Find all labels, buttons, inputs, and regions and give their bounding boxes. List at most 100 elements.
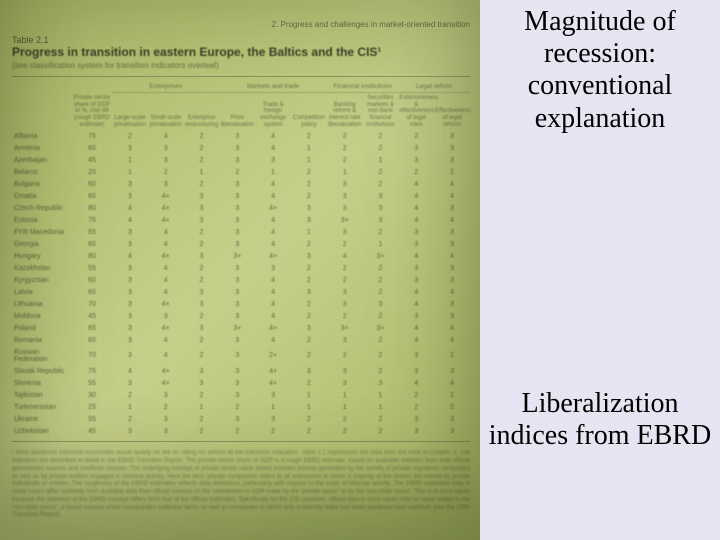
value-cell: 2 [219,401,255,413]
value-cell: 4+ [255,365,291,377]
country-cell: Hungary [12,250,72,262]
value-cell: 55 [72,226,112,238]
value-cell: 3 [434,298,470,310]
value-cell: 2 [363,346,399,365]
country-cell: Ukraine [12,413,72,425]
value-cell: 2 [112,389,148,401]
col-group: Enterprises [112,81,219,93]
table-number: Table 2.1 [12,35,470,45]
value-cell: 3 [184,322,220,334]
value-cell: 3 [363,190,399,202]
value-cell: 1 [363,154,399,166]
table-subtitle: (see classification system for transitio… [12,61,470,70]
value-cell: 3 [398,226,434,238]
value-cell: 4 [434,286,470,298]
value-cell: 3 [184,202,220,214]
country-cell: Kazakhstan [12,262,72,274]
value-cell: 4 [112,202,148,214]
value-cell: 2 [327,425,363,437]
slide-background: 2. Progress and challenges in market-ori… [0,0,720,540]
table-row: Hungary8044+33+4+343+44 [12,250,470,262]
value-cell: 2 [291,346,327,365]
value-cell: 3 [363,214,399,226]
value-cell: 3 [112,262,148,274]
col-header: Enterprise restructuring [184,93,220,130]
value-cell: 3 [219,310,255,322]
table-row: Russian Federation7034232+22232 [12,346,470,365]
heading-bottom: Liberalization indices from EBRD [485,388,715,452]
value-cell: 30 [72,389,112,401]
value-cell: 3 [148,178,184,190]
value-cell: 3 [255,262,291,274]
value-cell: 2 [434,346,470,365]
value-cell: 3+ [219,250,255,262]
value-cell: 2 [291,377,327,389]
table-row: Czech Republic8044+334+33343 [12,202,470,214]
value-cell: 3 [112,142,148,154]
value-cell: 2 [291,413,327,425]
value-cell: 80 [72,250,112,262]
value-cell: 2 [184,262,220,274]
value-cell: 4 [398,190,434,202]
value-cell: 3 [112,310,148,322]
value-cell: 75 [72,365,112,377]
value-cell: 2 [184,334,220,346]
value-cell: 4 [112,214,148,226]
value-cell: 2 [184,178,220,190]
value-cell: 4 [255,298,291,310]
value-cell: 4+ [148,214,184,226]
value-cell: 3 [291,365,327,377]
value-cell: 2 [291,130,327,142]
col-header: Competition policy [291,93,327,130]
value-cell: 3 [148,310,184,322]
value-cell: 4+ [148,322,184,334]
value-cell: 1 [363,238,399,250]
value-cell: 2+ [255,346,291,365]
value-cell: 4 [398,178,434,190]
col-header: Trade & foreign exchange system [255,93,291,130]
table-row: Uzbekistan453322222233 [12,425,470,437]
value-cell: 3 [184,377,220,389]
country-cell: Uzbekistan [12,425,72,437]
value-cell: 1 [112,166,148,178]
value-cell: 2 [363,130,399,142]
col-header: Securities markets & non-bank financial … [363,93,399,130]
value-cell: 4 [398,250,434,262]
value-cell: 4+ [148,365,184,377]
value-cell: 4 [255,310,291,322]
value-cell: 3 [219,413,255,425]
value-cell: 45 [72,154,112,166]
value-cell: 3 [255,413,291,425]
value-cell: 3 [219,286,255,298]
country-cell: Romania [12,334,72,346]
value-cell: 3 [434,154,470,166]
value-cell: 3 [398,142,434,154]
value-cell: 2 [219,425,255,437]
value-cell: 3 [398,425,434,437]
value-cell: 3 [327,286,363,298]
value-cell: 2 [398,401,434,413]
country-cell: Belarus [12,166,72,178]
value-cell: 2 [398,166,434,178]
value-cell: 3 [219,214,255,226]
value-cell: 4 [112,365,148,377]
value-cell: 4 [398,298,434,310]
value-cell: 3 [219,178,255,190]
country-cell: Estonia [12,214,72,226]
value-cell: 3 [363,377,399,389]
data-table: Private-sector share of GDP in %, mid-99… [12,81,470,437]
table-row: Kyrgyzstan603423422233 [12,274,470,286]
country-cell: Turkmenistan [12,401,72,413]
value-cell: 25 [72,401,112,413]
value-cell: 2 [184,154,220,166]
value-cell: 3 [327,377,363,389]
value-cell: 3 [112,322,148,334]
value-cell: 70 [72,346,112,365]
table-row: Slovenia5534+334+23344 [12,377,470,389]
value-cell: 2 [291,262,327,274]
value-cell: 4+ [148,298,184,310]
value-cell: 4 [434,214,470,226]
value-cell: 3 [327,202,363,214]
value-cell: 2 [291,190,327,202]
country-cell: Moldova [12,310,72,322]
